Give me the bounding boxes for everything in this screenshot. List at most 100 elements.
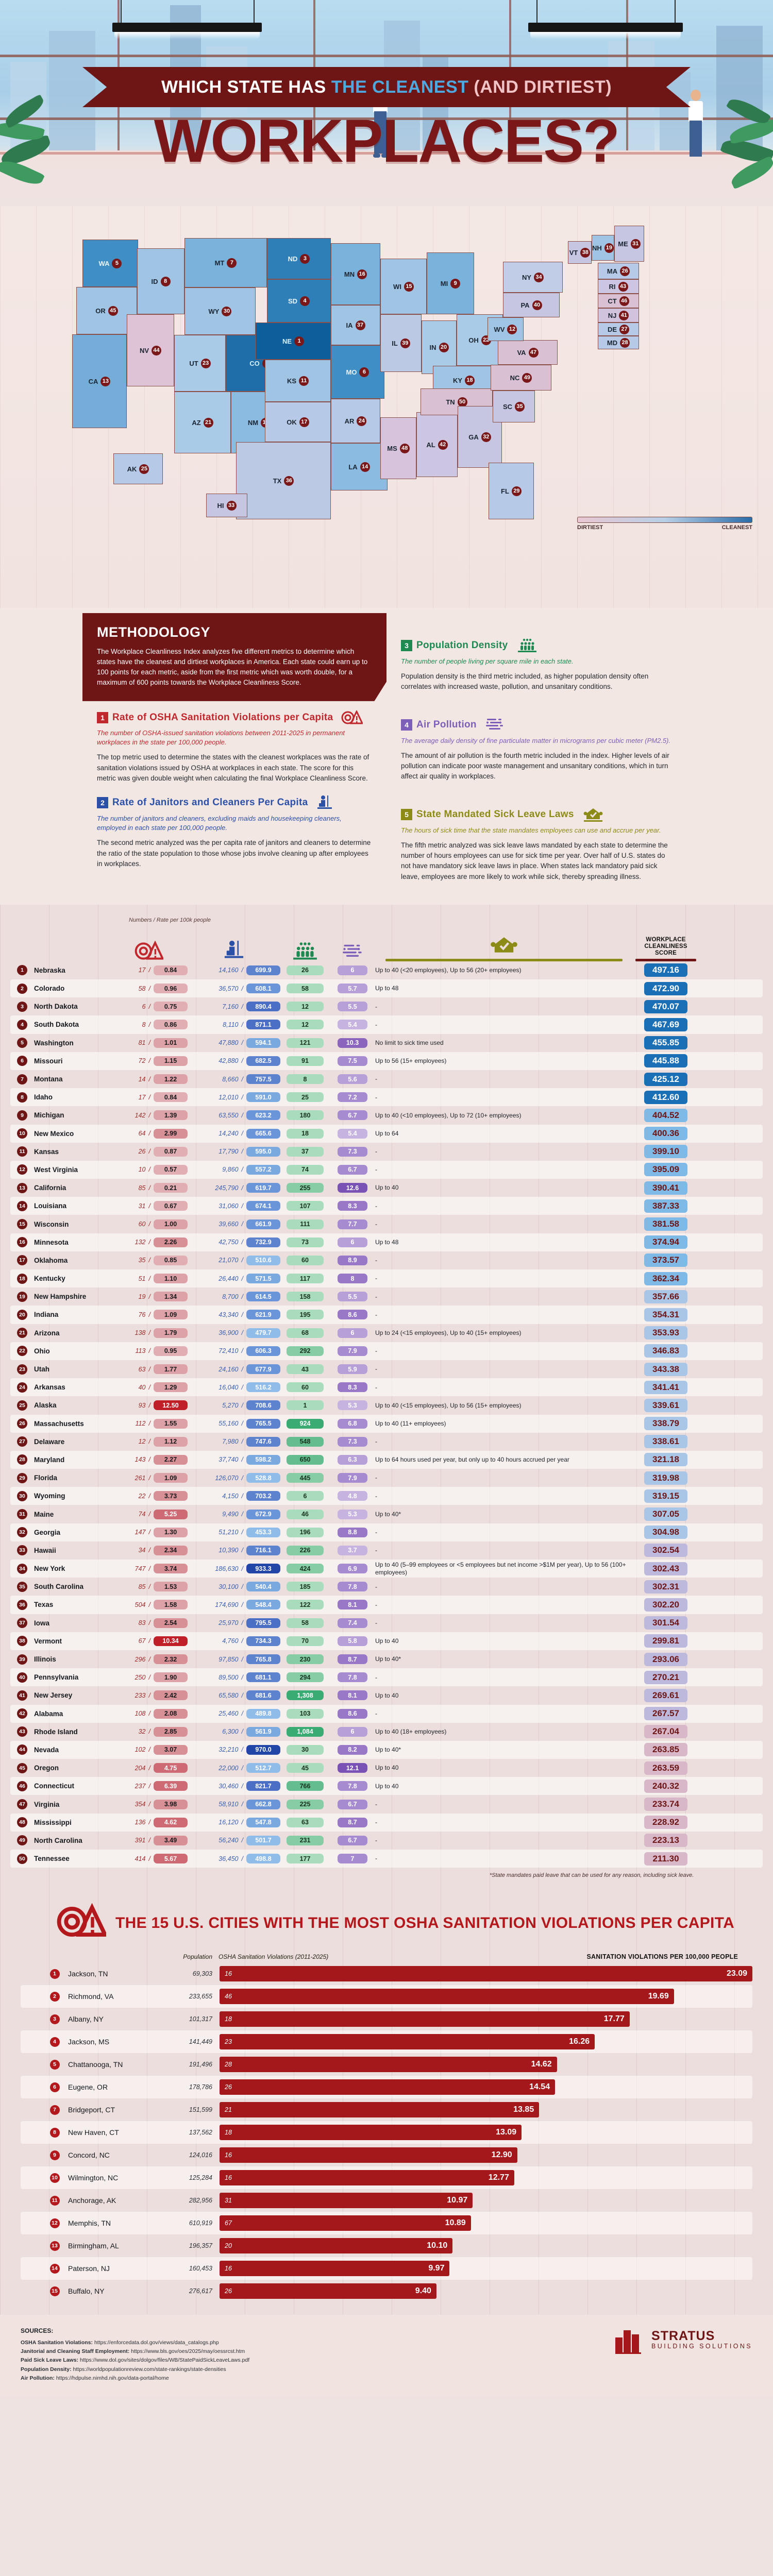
map-state-ia[interactable]: IA 37 <box>331 305 380 345</box>
row-rank: 22 <box>10 1346 34 1357</box>
janitor-raw-count: 12,010 <box>219 1093 239 1101</box>
source-url[interactable]: https://www.dol.gov/sites/dolgov/files/W… <box>79 2357 250 2364</box>
osha-raw-count: 17 <box>138 1093 146 1101</box>
janitor-rate-pill: 591.0 <box>246 1092 280 1103</box>
map-state-ak[interactable]: AK 25 <box>113 453 163 484</box>
score-badge: 267.04 <box>644 1725 687 1739</box>
map-state-ut[interactable]: UT 23 <box>174 335 226 392</box>
map-state-ma[interactable]: MA 26 <box>598 263 639 279</box>
score-badge: 412.60 <box>644 1090 687 1104</box>
map-state-ny[interactable]: NY 34 <box>503 262 563 293</box>
map-state-va[interactable]: VA 47 <box>498 340 558 365</box>
osha-rate-pill: 1.10 <box>154 1274 188 1284</box>
population-pill: 766 <box>287 1781 324 1791</box>
osha-rate-pill: 2.42 <box>154 1690 188 1701</box>
map-state-ok[interactable]: OK 17 <box>265 402 331 442</box>
osha-raw-count: 296 <box>135 1655 146 1663</box>
slash-separator: / <box>241 1293 243 1300</box>
map-state-wv[interactable]: WV 12 <box>488 317 524 341</box>
map-state-nd[interactable]: ND 3 <box>267 238 331 279</box>
slash-separator: / <box>241 1130 243 1138</box>
map-state-nc[interactable]: NC 49 <box>491 365 551 391</box>
map-state-nj[interactable]: NJ 41 <box>598 308 639 323</box>
map-state-wy[interactable]: WY 30 <box>184 287 256 335</box>
source-url[interactable]: https://enforcedata.dol.gov/views/data_c… <box>94 2339 219 2346</box>
city-bar: 21 13.85 <box>220 2102 540 2118</box>
map-state-ms[interactable]: MS 48 <box>380 417 416 479</box>
sick-leave-icon <box>375 919 633 957</box>
map-state-fl[interactable]: FL 29 <box>489 463 534 519</box>
city-name: Chattanooga, TN <box>68 2060 123 2069</box>
slash-separator: / <box>241 1075 243 1083</box>
map-state-ri[interactable]: RI 43 <box>598 279 639 294</box>
map-state-de[interactable]: DE 27 <box>598 323 639 336</box>
state-rank-badge: 28 <box>620 337 630 348</box>
row-sick-leave: - <box>375 1166 377 1174</box>
city-bar: 26 9.40 <box>220 2283 436 2299</box>
source-url[interactable]: https://www.bls.gov/oes/2025/may/oessrcs… <box>131 2348 245 2355</box>
map-state-ks[interactable]: KS 11 <box>265 360 331 402</box>
city-bar: 16 9.97 <box>220 2261 450 2277</box>
slash-separator: / <box>241 1691 243 1699</box>
map-state-mt[interactable]: MT 7 <box>184 238 267 287</box>
population-pill: 107 <box>287 1201 324 1211</box>
map-state-mi[interactable]: MI 9 <box>427 252 474 314</box>
map-state-wa[interactable]: WA 5 <box>82 240 138 287</box>
source-url[interactable]: https://hdpulse.nimhd.nih.gov/data-porta… <box>56 2375 169 2382</box>
map-state-il[interactable]: IL 39 <box>380 314 422 372</box>
map-state-nh[interactable]: NH 19 <box>592 235 614 261</box>
map-state-in[interactable]: IN 20 <box>422 320 457 374</box>
osha-rate-pill: 0.57 <box>154 1164 188 1175</box>
slash-separator: / <box>148 1782 150 1790</box>
osha-rate-pill: 1.90 <box>154 1672 188 1683</box>
row-osha: 136 / 4.62 <box>110 1817 188 1827</box>
map-state-hi[interactable]: HI 33 <box>206 494 247 517</box>
air-pollution-pill: 8 <box>338 1274 367 1284</box>
map-state-id[interactable]: ID 8 <box>137 248 184 314</box>
row-state-name: New Hampshire <box>34 1293 87 1301</box>
map-state-ne[interactable]: NE 1 <box>256 323 331 360</box>
row-population-density: 6 <box>280 1491 330 1501</box>
state-abbr: NJ <box>608 311 617 319</box>
map-state-tx[interactable]: TX 36 <box>236 442 331 519</box>
map-state-pa[interactable]: PA 40 <box>503 293 560 317</box>
map-state-az[interactable]: AZ 21 <box>174 392 231 453</box>
osha-raw-count: 10 <box>138 1166 146 1174</box>
table-row: 41 New Jersey 233 / 2.42 65,580 / 681.6 … <box>10 1686 763 1704</box>
source-url[interactable]: https://worldpopulationreview.com/state-… <box>73 2366 226 2372</box>
map-state-la[interactable]: LA 14 <box>331 443 388 490</box>
map-state-md[interactable]: MD 28 <box>598 336 639 349</box>
col-header-rate: SANITATION VIOLATIONS PER 100,000 PEOPLE <box>586 1953 738 1961</box>
row-janitors: 58,910 / 662.8 <box>188 1799 280 1809</box>
row-state-name: California <box>34 1184 66 1192</box>
city-rate: 19.69 <box>648 1992 669 2001</box>
row-rank: 47 <box>10 1799 34 1810</box>
state-abbr: OH <box>468 336 479 344</box>
row-sick-leave: Up to 48 <box>375 985 399 992</box>
map-state-al[interactable]: AL 42 <box>416 412 458 477</box>
map-state-wi[interactable]: WI 15 <box>380 259 427 314</box>
air-pollution-pill: 7.5 <box>338 1056 367 1066</box>
map-state-nv[interactable]: NV 44 <box>127 314 174 386</box>
map-state-vt[interactable]: VT 38 <box>568 241 592 264</box>
row-population-density: 196 <box>280 1527 330 1537</box>
map-state-ca[interactable]: CA 13 <box>72 334 127 428</box>
row-sick-leave: - <box>375 1148 377 1156</box>
map-state-me[interactable]: ME 31 <box>614 226 644 262</box>
row-rank: 23 <box>10 1364 34 1375</box>
slash-separator: / <box>148 967 150 974</box>
map-state-sc[interactable]: SC 35 <box>493 391 535 422</box>
map-state-sd[interactable]: SD 4 <box>267 279 331 323</box>
table-row: 14 Louisiana 31 / 0.67 31,060 / 674.1 10… <box>10 1197 763 1215</box>
state-abbr: NY <box>522 273 532 281</box>
janitor-rate-pill: 614.5 <box>246 1292 280 1302</box>
osha-raw-count: 31 <box>138 1202 146 1210</box>
row-janitors: 8,110 / 871.1 <box>188 1020 280 1030</box>
osha-raw-count: 414 <box>135 1855 146 1862</box>
map-state-ga[interactable]: GA 32 <box>458 406 502 468</box>
map-state-mo[interactable]: MO 6 <box>331 345 384 399</box>
map-state-ct[interactable]: CT 46 <box>598 294 639 308</box>
slash-separator: / <box>241 1837 243 1844</box>
map-state-mn[interactable]: MN 16 <box>331 243 380 305</box>
map-state-ar[interactable]: AR 24 <box>331 399 380 443</box>
